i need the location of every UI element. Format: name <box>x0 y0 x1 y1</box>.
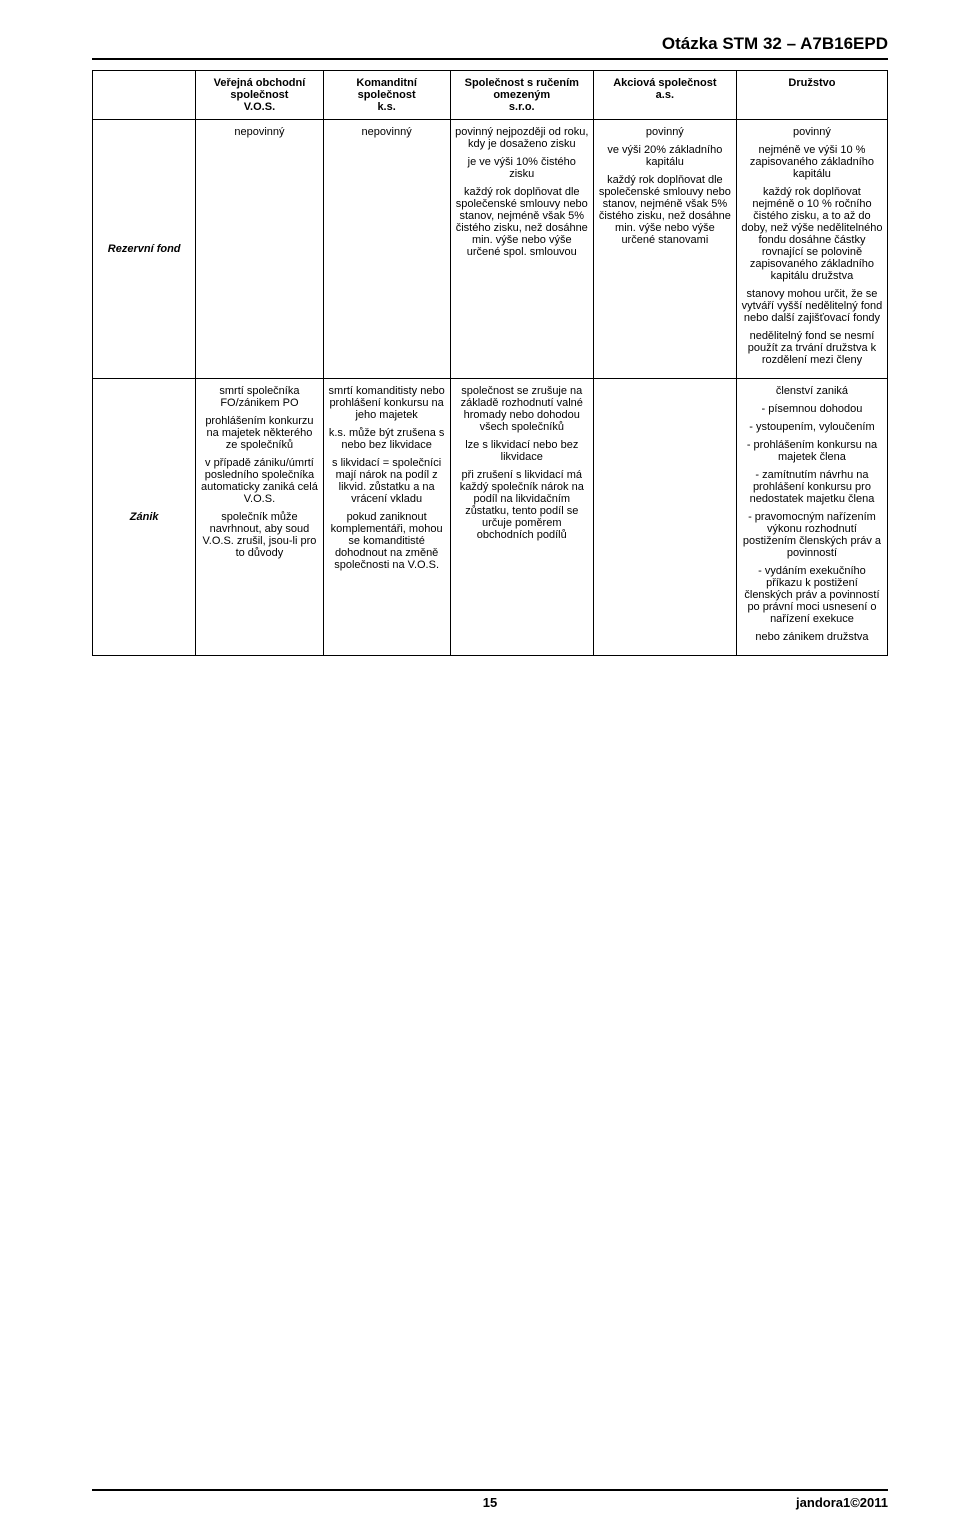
cell-paragraph: - prohlášením konkursu na majetek člena <box>741 439 883 463</box>
comparison-table: Veřejná obchodní společnostV.O.S.Komandi… <box>92 70 888 656</box>
cell-paragraph: ve výši 20% základního kapitálu <box>598 144 732 168</box>
cell-paragraph: nepovinný <box>328 126 446 138</box>
cell-paragraph: s likvidací = společníci mají nárok na p… <box>328 457 446 505</box>
page-footer: 15 jandora1©2011 <box>92 1489 888 1510</box>
cell-paragraph: stanovy mohou určit, že se vytváří vyšší… <box>741 288 883 324</box>
cell-paragraph: je ve výši 10% čistého zisku <box>455 156 589 180</box>
cell-paragraph: - zamítnutím návrhu na prohlášení konkur… <box>741 469 883 505</box>
table-cell: společnost se zrušuje na základě rozhodn… <box>450 379 593 656</box>
table-header-cell: Akciová společnosta.s. <box>593 71 736 120</box>
cell-paragraph: nejméně ve výši 10 % zapisovaného základ… <box>741 144 883 180</box>
cell-paragraph: nebo zánikem družstva <box>741 631 883 643</box>
cell-paragraph: každý rok doplňovat dle společenské smlo… <box>598 174 732 246</box>
cell-paragraph: - pravomocným nařízením výkonu rozhodnut… <box>741 511 883 559</box>
cell-paragraph: k.s. může být zrušena s nebo bez likvida… <box>328 427 446 451</box>
table-cell: povinný ve výši 20% základního kapitálu ka… <box>593 120 736 379</box>
table-row: Rezervní fond nepovinný nepovinný povinný n… <box>93 120 888 379</box>
cell-paragraph: povinný nejpozději od roku, kdy je dosaž… <box>455 126 589 150</box>
page: Otázka STM 32 – A7B16EPD Veřejná obchodn… <box>0 0 960 1528</box>
table-header-cell: Veřejná obchodní společnostV.O.S. <box>196 71 323 120</box>
cell-paragraph: členství zaniká <box>741 385 883 397</box>
cell-paragraph: nepovinný <box>200 126 318 138</box>
cell-paragraph: - písemnou dohodou <box>741 403 883 415</box>
table-cell: smrtí společníka FO/zánikem PO prohlášení… <box>196 379 323 656</box>
cell-paragraph: povinný <box>598 126 732 138</box>
table-header-cell: Družstvo <box>736 71 887 120</box>
row-label: Zánik <box>93 379 196 656</box>
row-label: Rezervní fond <box>93 120 196 379</box>
table-cell: nepovinný <box>323 120 450 379</box>
cell-paragraph: - ystoupením, vyloučením <box>741 421 883 433</box>
cell-paragraph: - vydáním exekučního příkazu k postižení… <box>741 565 883 625</box>
cell-paragraph: při zrušení s likvidací má každý společn… <box>455 469 589 541</box>
table-cell: povinný nejpozději od roku, kdy je dosaž… <box>450 120 593 379</box>
cell-paragraph: nedělitelný fond se nesmí použít za trvá… <box>741 330 883 366</box>
cell-paragraph: společnost se zrušuje na základě rozhodn… <box>455 385 589 433</box>
page-title: Otázka STM 32 – A7B16EPD <box>662 34 888 53</box>
cell-paragraph: smrtí společníka FO/zánikem PO <box>200 385 318 409</box>
cell-paragraph: v případě zániku/úmrtí posledního společ… <box>200 457 318 505</box>
page-header: Otázka STM 32 – A7B16EPD <box>92 34 888 60</box>
table-header-row: Veřejná obchodní společnostV.O.S.Komandi… <box>93 71 888 120</box>
cell-paragraph: povinný <box>741 126 883 138</box>
header-rule <box>92 58 888 60</box>
cell-paragraph: smrtí komanditisty nebo prohlášení konku… <box>328 385 446 421</box>
table-cell <box>593 379 736 656</box>
page-number: 15 <box>92 1495 888 1510</box>
table-row: Zániksmrtí společníka FO/zánikem PO prohl… <box>93 379 888 656</box>
table-cell: členství zaniká - písemnou dohodou - ystou… <box>736 379 887 656</box>
cell-paragraph: pokud zaniknout komplementáři, mohou se … <box>328 511 446 571</box>
table-header-cell: Komanditní společnostk.s. <box>323 71 450 120</box>
cell-paragraph: každý rok doplňovat dle společenské smlo… <box>455 186 589 258</box>
table-header-cell: Společnost s ručením omezenýms.r.o. <box>450 71 593 120</box>
cell-paragraph: každý rok doplňovat nejméně o 10 % roční… <box>741 186 883 282</box>
table-cell: smrtí komanditisty nebo prohlášení konku… <box>323 379 450 656</box>
cell-paragraph: lze s likvidací nebo bez likvidace <box>455 439 589 463</box>
table-cell: povinný nejméně ve výši 10 % zapisovaného… <box>736 120 887 379</box>
table-cell: nepovinný <box>196 120 323 379</box>
cell-paragraph: prohlášením konkurzu na majetek některéh… <box>200 415 318 451</box>
table-header-cell <box>93 71 196 120</box>
footer-author: jandora1©2011 <box>796 1495 888 1510</box>
cell-paragraph: společník může navrhnout, aby soud V.O.S… <box>200 511 318 559</box>
